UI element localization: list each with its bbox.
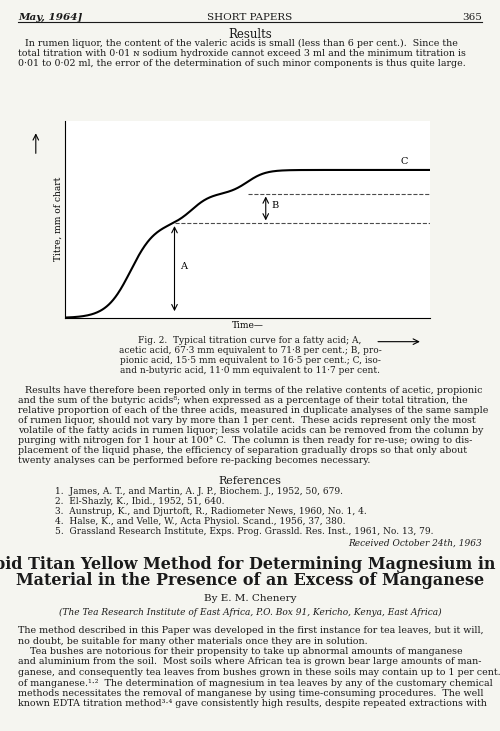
Text: relative proportion of each of the three acids, measured in duplicate analyses o: relative proportion of each of the three… — [18, 406, 488, 415]
Text: (The Tea Research Institute of East Africa, P.O. Box 91, Kericho, Kenya, East Af: (The Tea Research Institute of East Afri… — [58, 608, 442, 617]
Text: References: References — [218, 476, 282, 486]
Text: pionic acid, 15·5 mm equivalent to 16·5 per cent.; C, iso-: pionic acid, 15·5 mm equivalent to 16·5 … — [120, 356, 380, 365]
Text: Material in the Presence of an Excess of Manganese: Material in the Presence of an Excess of… — [16, 572, 484, 589]
Text: The method described in this Paper was developed in the first instance for tea l: The method described in this Paper was d… — [18, 626, 483, 635]
Text: May, 1964]: May, 1964] — [18, 13, 82, 22]
Text: methods necessitates the removal of manganese by using time-consuming procedures: methods necessitates the removal of mang… — [18, 689, 483, 698]
Text: Fig. 2.  Typical titration curve for a fatty acid; A,: Fig. 2. Typical titration curve for a fa… — [138, 336, 362, 345]
Text: 0·01 to 0·02 ml, the error of the determination of such minor components is thus: 0·01 to 0·02 ml, the error of the determ… — [18, 59, 466, 68]
Text: total titration with 0·01 ɴ sodium hydroxide cannot exceed 3 ml and the minimum : total titration with 0·01 ɴ sodium hydro… — [18, 49, 466, 58]
Text: 5.  Grassland Research Institute, Exps. Prog. Grassld. Res. Inst., 1961, No. 13,: 5. Grassland Research Institute, Exps. P… — [55, 527, 434, 536]
Text: placement of the liquid phase, the efficiency of separation gradually drops so t: placement of the liquid phase, the effic… — [18, 446, 467, 455]
Y-axis label: Titre, mm of chart: Titre, mm of chart — [53, 177, 62, 262]
Text: 2.  El-Shazly, K., Ibid., 1952, 51, 640.: 2. El-Shazly, K., Ibid., 1952, 51, 640. — [55, 497, 224, 506]
Text: Results: Results — [228, 28, 272, 41]
Text: 1.  James, A. T., and Martin, A. J. P., Biochem. J., 1952, 50, 679.: 1. James, A. T., and Martin, A. J. P., B… — [55, 487, 343, 496]
Text: and n-butyric acid, 11·0 mm equivalent to 11·7 per cent.: and n-butyric acid, 11·0 mm equivalent t… — [120, 366, 380, 375]
Text: Tea bushes are notorious for their propensity to take up abnormal amounts of man: Tea bushes are notorious for their prope… — [18, 647, 462, 656]
Text: and aluminium from the soil.  Most soils where African tea is grown bear large a: and aluminium from the soil. Most soils … — [18, 657, 481, 667]
Text: C: C — [401, 157, 408, 166]
Text: acetic acid, 67·3 mm equivalent to 71·8 per cent.; B, pro-: acetic acid, 67·3 mm equivalent to 71·8 … — [118, 346, 382, 355]
Text: SHORT PAPERS: SHORT PAPERS — [208, 13, 292, 22]
Text: twenty analyses can be performed before re-packing becomes necessary.: twenty analyses can be performed before … — [18, 456, 370, 465]
Text: no doubt, be suitable for many other materials once they are in solution.: no doubt, be suitable for many other mat… — [18, 637, 368, 645]
Text: In rumen liquor, the content of the valeric acids is small (less than 6 per cent: In rumen liquor, the content of the vale… — [25, 39, 458, 48]
Text: of rumen liquor, should not vary by more than 1 per cent.  These acids represent: of rumen liquor, should not vary by more… — [18, 416, 475, 425]
Text: 4.  Halse, K., and Velle, W., Acta Physiol. Scand., 1956, 37, 380.: 4. Halse, K., and Velle, W., Acta Physio… — [55, 517, 346, 526]
Text: Results have therefore been reported only in terms of the relative contents of a: Results have therefore been reported onl… — [25, 386, 482, 395]
Text: By E. M. Chenery: By E. M. Chenery — [204, 594, 296, 603]
Text: B: B — [271, 202, 278, 211]
Text: ganese, and consequently tea leaves from bushes grown in these soils may contain: ganese, and consequently tea leaves from… — [18, 668, 500, 677]
Text: of manganese.¹·²  The determination of magnesium in tea leaves by any of the cus: of manganese.¹·² The determination of ma… — [18, 678, 493, 687]
Text: 3.  Aunstrup, K., and Djurtoft, R., Radiometer News, 1960, No. 1, 4.: 3. Aunstrup, K., and Djurtoft, R., Radio… — [55, 507, 367, 516]
X-axis label: Time—: Time— — [232, 321, 264, 330]
Text: and the sum of the butyric acids⁸; when expressed as a percentage of their total: and the sum of the butyric acids⁸; when … — [18, 396, 468, 405]
Text: Received October 24th, 1963: Received October 24th, 1963 — [348, 539, 482, 548]
Text: purging with nitrogen for 1 hour at 100° C.  The column is then ready for re-use: purging with nitrogen for 1 hour at 100°… — [18, 436, 472, 445]
Text: A: A — [180, 262, 187, 270]
Text: known EDTA titration method³·⁴ gave consistently high results, despite repeated : known EDTA titration method³·⁴ gave cons… — [18, 700, 487, 708]
Text: A Rapid Titan Yellow Method for Determining Magnesium in Plant: A Rapid Titan Yellow Method for Determin… — [0, 556, 500, 573]
Text: volatile of the fatty acids in rumen liquor; less volatile acids can be removed : volatile of the fatty acids in rumen liq… — [18, 426, 483, 435]
Text: 365: 365 — [462, 13, 482, 22]
